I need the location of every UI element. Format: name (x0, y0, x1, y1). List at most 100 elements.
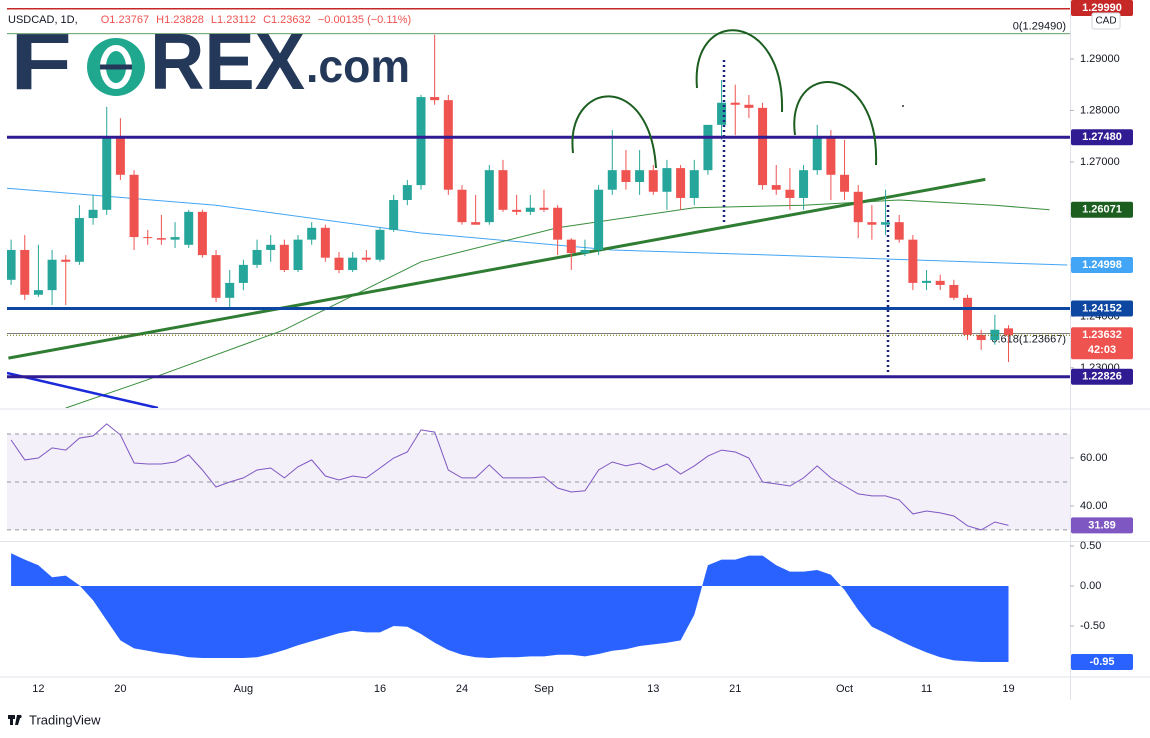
candle-body (61, 259, 71, 262)
candle-body (922, 280, 932, 283)
candle-body (156, 238, 166, 240)
candle-body (949, 284, 959, 298)
candle-body (867, 222, 877, 225)
y-tick-label: 60.00 (1080, 452, 1108, 464)
candle-body (238, 264, 248, 283)
high: H1.23828 (156, 14, 204, 26)
candle-body (908, 239, 918, 283)
price-badge-label: 31.89 (1088, 519, 1116, 531)
price-badge (1071, 201, 1133, 218)
price-badge (1071, 517, 1133, 534)
candle-body (976, 334, 986, 341)
candle-body (539, 207, 549, 210)
candle-body (689, 170, 699, 198)
x-tick-label: 20 (114, 683, 126, 695)
y-tick-label: 0.00 (1080, 580, 1101, 592)
countdown: 42:03 (1088, 344, 1116, 356)
candle-body (402, 185, 412, 201)
logo-com: .com (306, 40, 410, 92)
logo-rex: REX (150, 17, 305, 106)
currency: CAD (1095, 16, 1116, 27)
candle-body (812, 136, 822, 171)
price-badge-label: 1.27480 (1082, 131, 1122, 143)
candle-body (853, 191, 863, 223)
rsi-line (10, 423, 1009, 531)
head (695, 29, 784, 113)
candle-body (47, 259, 57, 291)
candle-body (512, 209, 522, 212)
candle-body (348, 257, 358, 271)
price-badge (1071, 654, 1133, 670)
candle-body (416, 97, 426, 186)
low: L1.23112 (211, 14, 256, 26)
fib-label: 0.618(1.23667) (991, 333, 1066, 345)
candle-body (963, 297, 973, 335)
candle-body (840, 174, 850, 192)
candle-body (197, 211, 207, 256)
price-badge (1071, 0, 1133, 16)
candle-body (88, 209, 98, 219)
candle-body (935, 280, 945, 285)
candle-body (211, 255, 221, 298)
candle-body (430, 97, 440, 101)
candle-body (648, 170, 658, 192)
x-tick-label: 24 (456, 683, 468, 695)
candle-body (129, 174, 139, 238)
x-tick-label: 19 (1002, 683, 1014, 695)
overlay-line (65, 199, 1050, 408)
price-axis: 1.230001.240001.250001.260001.270001.280… (1070, 0, 1133, 670)
price-badge-label: 1.24152 (1082, 302, 1122, 314)
candle-body (662, 168, 672, 192)
candle-body (293, 239, 303, 271)
x-tick-label: 13 (647, 683, 659, 695)
candle-body (580, 249, 590, 254)
candle-body (266, 244, 276, 250)
price-badge-label: 1.23632 (1082, 329, 1122, 341)
candle-body (635, 170, 645, 183)
candle-body (894, 222, 904, 240)
price-pane: 0(1.29490) 0.618(1.23667) (7, 8, 1070, 408)
candle-body (320, 227, 330, 258)
brand-icon (18, 714, 22, 719)
header: USDCAD, 1D, O1.23767 H1.23828 L1.23112 C… (8, 14, 411, 26)
right-shoulder (793, 81, 878, 166)
candle-body (553, 207, 563, 240)
candle-body (20, 249, 30, 295)
candle-body (252, 249, 262, 265)
dot (902, 105, 904, 107)
pattern-drawings (571, 29, 904, 372)
candle-body (525, 207, 535, 212)
price-badge (1071, 129, 1133, 146)
currency-box (1091, 12, 1121, 30)
candle-body (771, 185, 781, 190)
overlay-line (7, 187, 1068, 266)
logo: F REX .com (10, 17, 410, 106)
candle-body (799, 170, 809, 198)
price-badge-label: -0.95 (1089, 656, 1114, 668)
price-badge-label: 1.22826 (1082, 371, 1122, 383)
x-tick-label: Aug (234, 683, 254, 695)
candle-body (334, 257, 344, 271)
logo-f: F (10, 17, 72, 106)
price-badge (1071, 327, 1133, 360)
candle-body (184, 211, 194, 245)
candle-body (457, 189, 467, 223)
open: O1.23767 (101, 14, 149, 26)
candle-body (443, 100, 453, 190)
candle-body (471, 222, 481, 225)
y-tick-label: 0.50 (1080, 540, 1101, 552)
candle-body (279, 244, 289, 271)
y-tick-label: 1.28000 (1080, 104, 1120, 116)
y-tick-label: 1.29000 (1080, 53, 1120, 65)
price-badge (1071, 300, 1133, 317)
oscillator-area (11, 553, 1009, 662)
price-badge-label: 1.29990 (1082, 2, 1122, 14)
oscillator-pane (11, 553, 1009, 662)
y-tick-label: 1.27000 (1080, 156, 1120, 168)
candle-body (744, 104, 754, 108)
candle-body (484, 170, 494, 223)
y-tick-label: -0.50 (1080, 620, 1105, 632)
candle-body (375, 229, 385, 260)
tradingview-brand: TradingView (8, 712, 101, 727)
fib-label: 0(1.29490) (1013, 21, 1066, 33)
